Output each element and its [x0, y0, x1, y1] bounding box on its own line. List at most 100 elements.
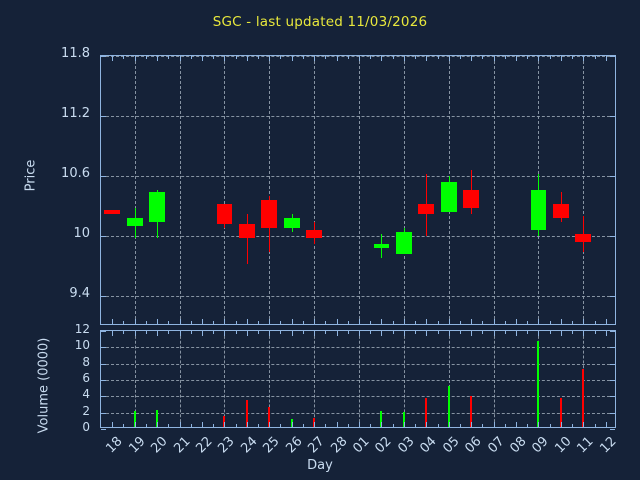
- day-axis-tick: [403, 56, 405, 61]
- price-tick-label: 11.8: [61, 46, 90, 61]
- day-axis-minor-tick: [594, 56, 596, 59]
- day-axis-minor-tick: [235, 321, 237, 324]
- day-axis-minor-tick: [302, 321, 304, 324]
- volume-bar: [402, 412, 405, 427]
- candle-body: [373, 244, 390, 248]
- day-gridline: [224, 331, 226, 427]
- day-axis-tick: [157, 422, 159, 427]
- volume-axis-tick: [101, 412, 106, 414]
- day-axis-minor-tick: [572, 56, 574, 59]
- day-axis-tick: [426, 331, 428, 336]
- day-axis-tick: [426, 422, 428, 427]
- volume-bar: [223, 416, 226, 427]
- day-axis-minor-tick: [527, 424, 529, 427]
- volume-axis-tick: [610, 396, 615, 398]
- day-axis-minor-tick: [504, 331, 506, 334]
- day-axis-minor-tick: [370, 424, 372, 427]
- price-axis-tick: [610, 176, 615, 177]
- day-axis-tick: [471, 422, 473, 427]
- chart-title: SGC - last updated 11/03/2026: [212, 14, 428, 30]
- candle-body: [261, 200, 278, 228]
- day-axis-tick: [201, 56, 203, 61]
- day-axis-minor-tick: [190, 321, 192, 324]
- day-gridline: [448, 331, 450, 427]
- day-axis-minor-tick: [594, 321, 596, 324]
- day-axis-minor-tick: [302, 331, 304, 334]
- day-axis-minor-tick: [280, 424, 282, 427]
- day-axis-tick: [157, 56, 159, 61]
- day-axis-minor-tick: [325, 321, 327, 324]
- day-axis-tick: [291, 422, 293, 427]
- day-gridline: [359, 331, 360, 427]
- x-axis-label: Day: [307, 458, 333, 473]
- day-axis-minor-tick: [190, 424, 192, 427]
- day-axis-tick: [448, 56, 450, 61]
- day-axis-tick: [560, 56, 562, 61]
- day-axis-minor-tick: [258, 321, 260, 324]
- day-axis-tick: [291, 319, 293, 324]
- day-axis-tick: [314, 319, 316, 324]
- volume-subplot: [100, 330, 616, 430]
- price-axis-tick: [101, 236, 106, 237]
- day-axis-tick: [471, 56, 473, 61]
- day-axis-minor-tick: [168, 331, 170, 334]
- day-axis-tick: [314, 422, 316, 427]
- candle-body: [530, 190, 547, 230]
- day-axis-minor-tick: [302, 56, 304, 59]
- day-gridline: [134, 56, 136, 324]
- day-axis-tick: [314, 56, 316, 61]
- day-axis-tick: [359, 56, 360, 61]
- day-axis-tick: [291, 331, 293, 336]
- day-axis-tick: [246, 422, 248, 427]
- volume-bar: [470, 395, 473, 427]
- volume-gridline: [101, 396, 615, 398]
- volume-axis-tick: [610, 363, 615, 365]
- day-axis-minor-tick: [123, 424, 125, 427]
- day-axis-minor-tick: [549, 56, 551, 59]
- day-axis-minor-tick: [482, 424, 484, 427]
- day-axis-tick: [448, 319, 450, 324]
- volume-gridline: [101, 363, 615, 365]
- day-axis-tick: [560, 331, 562, 336]
- day-axis-tick: [112, 56, 114, 61]
- price-tick-label: 10: [73, 226, 90, 241]
- candle-body: [575, 234, 592, 242]
- day-axis-tick: [516, 422, 518, 427]
- day-axis-minor-tick: [504, 424, 506, 427]
- day-axis-tick: [381, 331, 383, 336]
- day-axis-minor-tick: [347, 321, 349, 324]
- day-axis-minor-tick: [482, 331, 484, 334]
- day-axis-tick: [134, 422, 136, 427]
- candle-body: [306, 230, 322, 238]
- day-axis-minor-tick: [527, 331, 529, 334]
- day-axis-tick: [538, 319, 540, 324]
- day-gridline: [224, 56, 226, 324]
- day-axis-minor-tick: [258, 56, 260, 59]
- day-axis-minor-tick: [235, 331, 237, 334]
- day-axis-tick: [179, 319, 181, 324]
- day-axis-tick: [538, 331, 540, 336]
- day-axis-minor-tick: [527, 321, 529, 324]
- day-axis-tick: [516, 331, 518, 336]
- day-axis-tick: [269, 422, 271, 427]
- day-axis-tick: [112, 331, 114, 336]
- day-axis-minor-tick: [258, 424, 260, 427]
- day-axis-tick: [224, 56, 226, 61]
- price-axis-tick: [610, 116, 615, 117]
- day-axis-tick: [179, 331, 181, 336]
- day-axis-tick: [179, 56, 181, 61]
- day-axis-tick: [448, 422, 450, 427]
- day-axis-tick: [336, 422, 338, 427]
- day-axis-minor-tick: [549, 321, 551, 324]
- day-axis-minor-tick: [572, 321, 574, 324]
- volume-tick-label: 0: [82, 420, 90, 434]
- day-axis-minor-tick: [213, 331, 215, 334]
- day-axis-tick: [381, 56, 383, 61]
- day-axis-tick: [426, 56, 428, 61]
- volume-tick-label: 4: [82, 387, 90, 402]
- day-axis-minor-tick: [437, 424, 439, 427]
- volume-bar: [133, 410, 136, 427]
- candle-body: [440, 182, 457, 212]
- day-axis-minor-tick: [123, 321, 125, 324]
- candle-body: [418, 204, 435, 214]
